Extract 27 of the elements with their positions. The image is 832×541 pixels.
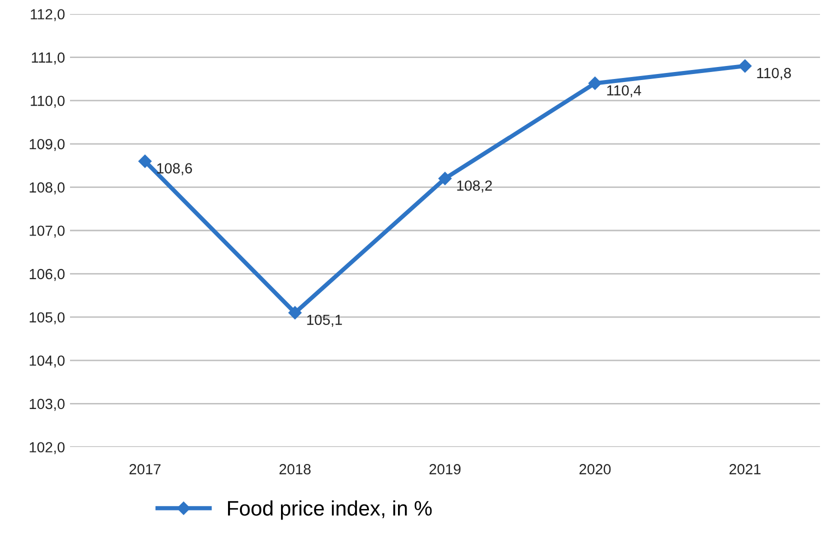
data-label: 108,2: [457, 180, 492, 193]
point: [438, 172, 452, 186]
y-tick-label: 102,0: [30, 442, 65, 454]
y-tick-label: 108,0: [30, 182, 65, 194]
point: [588, 76, 602, 90]
x-tick-label: 2017: [130, 464, 160, 474]
y-tick-label: 110,0: [30, 96, 65, 108]
y-tick-label: 112,0: [30, 9, 65, 22]
data-label: 108,6: [157, 163, 192, 176]
point: [288, 306, 302, 320]
point: [738, 59, 752, 73]
data-label: 110,8: [757, 68, 791, 80]
x-tick-label: 2020: [580, 464, 611, 474]
y-tick-label: 104,0: [30, 356, 65, 368]
y-tick-label: 107,0: [30, 226, 65, 238]
y-tick-label: 111,0: [32, 52, 65, 64]
x-tick-label: 2021: [730, 464, 761, 474]
y-tick-label: 105,0: [30, 312, 65, 324]
x-tick-label: 2019: [430, 464, 461, 474]
y-tick-label: 106,0: [30, 268, 65, 281]
point: [138, 154, 152, 168]
legend-label: Food price index, in %: [228, 500, 432, 520]
y-tick-label: 109,0: [30, 139, 65, 152]
y-tick-label: 103,0: [30, 398, 65, 411]
x-tick-label: 2018: [280, 464, 311, 474]
data-label: 110,4: [607, 85, 642, 98]
data-label: 105,1: [307, 314, 342, 327]
